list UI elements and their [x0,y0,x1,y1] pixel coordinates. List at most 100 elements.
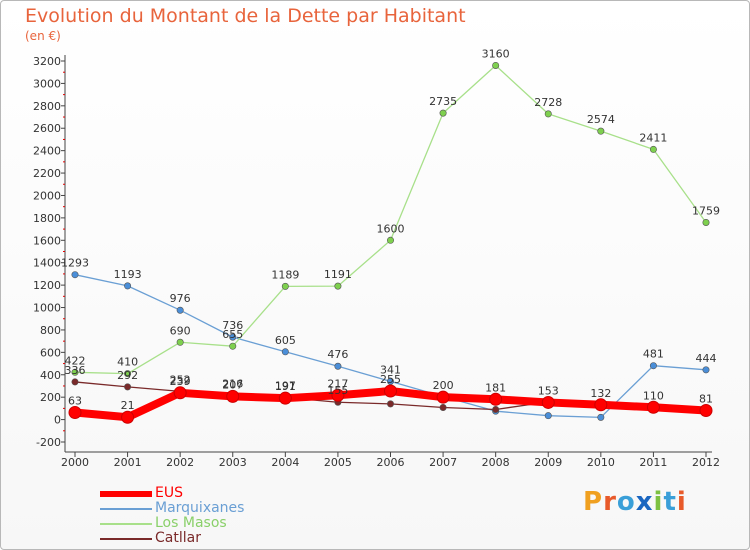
data-label-los-masos: 422 [65,354,86,367]
legend-label-marquixanes: Marquixanes [155,500,245,516]
data-label-marquixanes: 341 [380,363,401,376]
data-label-catllar: 197 [275,380,296,393]
data-label-eus: 191 [275,380,296,393]
x-tick-label: 2006 [377,456,405,469]
data-label-eus: 110 [643,389,664,402]
data-label-eus: 200 [433,379,454,392]
data-point-los-masos [176,338,184,346]
logo-letter: r [603,487,617,517]
data-point-marquixanes [597,413,605,421]
data-point-marquixanes [176,306,184,314]
x-tick-label: 2004 [271,456,299,469]
x-tick-label: 2000 [61,456,89,469]
y-tick-label: 1600 [33,234,61,247]
data-point-eus [121,410,135,424]
data-point-los-masos [492,61,500,69]
legend-label-los-masos: Los Masos [155,515,227,531]
y-tick-label: 2200 [33,167,61,180]
data-label-marquixanes: 444 [696,352,717,365]
x-tick-label: 2007 [429,456,457,469]
data-label-marquixanes: 1193 [114,268,142,281]
data-label-los-masos: 3160 [482,47,510,60]
data-label-los-masos: 410 [117,356,138,369]
data-point-eus [541,395,555,409]
data-point-eus [646,400,660,414]
data-point-marquixanes [649,362,657,370]
legend-swatch-catllar [100,538,152,540]
data-point-los-masos [702,218,710,226]
data-point-marquixanes [281,348,289,356]
data-label-catllar: 336 [65,364,86,377]
y-tick-label: 600 [40,346,61,359]
x-tick-label: 2012 [692,456,720,469]
data-label-eus: 181 [485,381,506,394]
data-label-los-masos: 690 [170,324,191,337]
logo-letter: x [635,487,654,517]
legend-label-catllar: Catllar [155,530,201,546]
data-point-los-masos [544,110,552,118]
data-label-los-masos: 1189 [271,268,299,281]
data-point-catllar [71,378,79,386]
data-label-eus: 132 [590,387,611,400]
data-point-marquixanes [544,412,552,420]
x-tick-label: 2005 [324,456,352,469]
data-label-catllar: 155 [327,384,348,397]
x-tick-label: 2008 [482,456,510,469]
data-point-los-masos [386,236,394,244]
data-point-los-masos [334,282,342,290]
x-tick-label: 2001 [114,456,142,469]
data-point-los-masos [229,342,237,350]
data-label-los-masos: 2735 [429,95,457,108]
legend-swatch-marquixanes [100,508,152,510]
logo-letter: t [663,487,677,517]
data-label-marquixanes: 605 [275,334,296,347]
data-point-eus [68,406,82,420]
y-tick-label: 400 [40,369,61,382]
data-point-los-masos [649,145,657,153]
data-point-marquixanes [71,271,79,279]
data-label-eus: 255 [380,373,401,386]
data-label-los-masos: 1191 [324,268,352,281]
data-point-catllar [124,383,132,391]
data-label-los-masos: 2574 [587,113,615,126]
data-label-los-masos: 2411 [639,131,667,144]
y-tick-label: 2400 [33,145,61,158]
data-label-catllar: 216 [222,377,243,390]
data-point-catllar [439,403,447,411]
y-tick-label: 1400 [33,257,61,270]
data-label-los-masos: 1759 [692,204,720,217]
data-point-eus [384,384,397,398]
data-label-catllar: 292 [117,369,138,382]
data-point-eus [436,390,450,404]
data-point-eus [278,391,292,405]
data-point-eus [489,392,503,406]
data-label-eus: 153 [538,384,559,397]
data-label-los-masos: 2728 [534,96,562,109]
data-point-eus [699,404,713,418]
data-point-marquixanes [229,333,237,341]
data-label-eus: 21 [121,399,135,412]
logo-letter: P [583,487,604,517]
data-label-eus: 207 [222,378,243,391]
data-label-marquixanes: 481 [643,348,664,361]
data-label-eus: 63 [68,395,82,408]
x-tick-label: 2003 [219,456,247,469]
y-tick-label: 800 [40,324,61,337]
data-label-los-masos: 1600 [377,222,405,235]
legend-swatch-eus [100,491,152,497]
x-tick-label: 2009 [534,456,562,469]
y-tick-label: 2000 [33,189,61,202]
y-tick-label: 1200 [33,279,61,292]
y-tick-label: 3200 [33,55,61,68]
data-point-los-masos [597,127,605,135]
data-point-eus [226,389,240,403]
data-point-catllar [492,406,500,414]
data-point-eus [331,388,345,402]
legend-label-eus: EUS [155,485,183,501]
data-label-marquixanes: 736 [222,319,243,332]
y-tick-label: 0 [54,414,61,427]
y-tick-label: 2600 [33,122,61,135]
data-point-eus [173,386,187,400]
data-point-marquixanes [702,366,710,374]
